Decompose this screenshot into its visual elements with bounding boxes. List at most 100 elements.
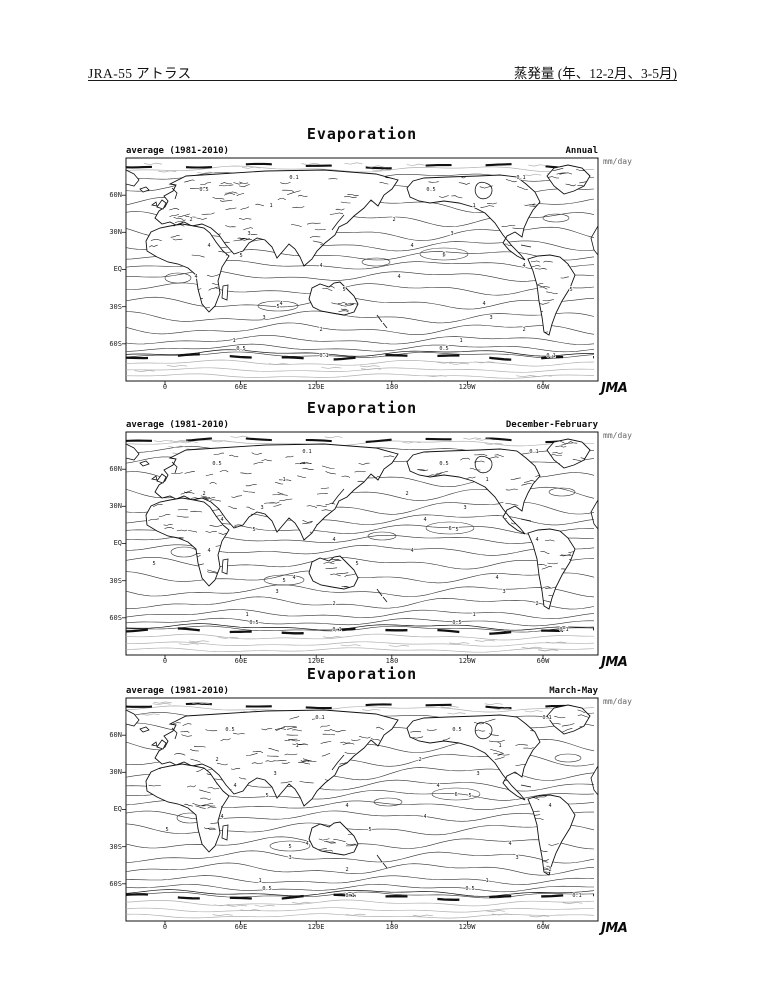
y-axis-label: 30N	[109, 228, 122, 236]
y-axis-label: 30S	[109, 303, 122, 311]
svg-text:5: 5	[282, 578, 285, 584]
units-label: mm/day	[603, 431, 632, 440]
jma-logo: JMA	[601, 921, 628, 936]
x-axis-label: 0	[162, 923, 168, 931]
svg-text:0.1: 0.1	[332, 627, 341, 633]
subtitle-average: average (1981-2010)	[126, 146, 229, 156]
svg-text:0.5: 0.5	[452, 620, 461, 626]
svg-text:0.5: 0.5	[212, 461, 221, 467]
svg-text:1: 1	[459, 338, 462, 344]
y-axis-label: EQ	[113, 539, 122, 547]
svg-text:2: 2	[332, 601, 335, 607]
svg-text:3: 3	[515, 855, 518, 861]
y-axis-label: 30N	[109, 502, 122, 510]
svg-text:4: 4	[305, 841, 308, 847]
svg-text:5: 5	[165, 827, 168, 833]
svg-text:4: 4	[410, 548, 413, 554]
units-label: mm/day	[603, 697, 632, 706]
svg-text:1: 1	[269, 203, 272, 209]
x-axis-label: 60W	[536, 657, 550, 665]
svg-text:4: 4	[397, 274, 400, 280]
panel-title: Evaporation	[306, 665, 418, 683]
svg-text:4: 4	[423, 517, 426, 523]
x-axis-label: 120W	[458, 657, 476, 665]
svg-text:4: 4	[233, 783, 236, 789]
panel-title: Evaporation	[306, 125, 418, 143]
svg-text:0.5: 0.5	[465, 886, 474, 892]
svg-text:0.1: 0.1	[529, 449, 538, 455]
y-axis-label: 60S	[109, 880, 122, 888]
svg-text:4: 4	[482, 301, 485, 307]
x-axis-label: 120E	[307, 383, 325, 391]
panel-title: Evaporation	[306, 399, 418, 417]
y-axis-label: 30N	[109, 768, 122, 776]
y-axis-label: EQ	[113, 805, 122, 813]
svg-text:1: 1	[485, 477, 488, 483]
svg-text:0.5: 0.5	[452, 727, 461, 733]
header-rule	[88, 80, 677, 81]
svg-text:2: 2	[405, 491, 408, 497]
svg-text:0.1: 0.1	[345, 893, 354, 899]
svg-text:4: 4	[207, 548, 210, 554]
svg-text:5: 5	[239, 253, 242, 259]
svg-text:1: 1	[485, 878, 488, 884]
svg-text:4: 4	[345, 803, 348, 809]
svg-text:1: 1	[472, 612, 475, 618]
svg-text:0.5: 0.5	[439, 346, 448, 352]
x-axis-label: 0	[162, 383, 168, 391]
svg-text:0.1: 0.1	[516, 175, 525, 181]
x-axis-label: 180	[385, 383, 399, 391]
svg-text:5: 5	[468, 793, 471, 799]
svg-text:2: 2	[392, 217, 395, 223]
svg-text:0.5: 0.5	[262, 886, 271, 892]
svg-text:1: 1	[498, 743, 501, 749]
svg-text:3: 3	[502, 589, 505, 595]
x-axis-label: 60E	[234, 923, 248, 931]
season-label: March-May	[549, 686, 598, 696]
svg-text:0.5: 0.5	[225, 727, 234, 733]
svg-text:0.1: 0.1	[289, 175, 298, 181]
x-axis-label: 180	[385, 657, 399, 665]
y-axis-label: 60N	[109, 191, 122, 199]
svg-text:3: 3	[275, 589, 278, 595]
x-axis-label: 60E	[234, 383, 248, 391]
svg-text:5: 5	[288, 844, 291, 850]
svg-text:5: 5	[342, 287, 345, 293]
y-axis-label: 60N	[109, 465, 122, 473]
svg-text:0.5: 0.5	[426, 187, 435, 193]
units-label: mm/day	[603, 157, 632, 166]
svg-text:5: 5	[355, 561, 358, 567]
svg-text:4: 4	[319, 263, 322, 269]
svg-text:0.5: 0.5	[236, 346, 245, 352]
svg-text:0.1: 0.1	[546, 353, 555, 359]
world-map-canvas: 0.1 0.1 0.5 0.5 1 1 2 2 3 3 4 4 5 5 4 4 4 4 5 5 4 4 3 3 2 2 1 1 0.5 0…	[121, 155, 603, 387]
svg-text:5: 5	[569, 287, 572, 293]
svg-text:0.1: 0.1	[315, 715, 324, 721]
svg-text:2: 2	[189, 217, 192, 223]
svg-text:5: 5	[276, 304, 279, 310]
svg-text:2: 2	[215, 757, 218, 763]
subtitle-average: average (1981-2010)	[126, 686, 229, 696]
svg-text:6: 6	[448, 526, 451, 532]
svg-text:4: 4	[292, 575, 295, 581]
svg-text:2: 2	[202, 491, 205, 497]
y-axis-label: EQ	[113, 265, 122, 273]
svg-text:3: 3	[273, 771, 276, 777]
svg-text:3: 3	[450, 231, 453, 237]
subtitle-average: average (1981-2010)	[126, 420, 229, 430]
svg-text:4: 4	[279, 301, 282, 307]
map-panel-december-february: Evaporation average (1981-2010) December…	[0, 398, 765, 672]
jma-logo: JMA	[601, 655, 628, 670]
map-panel-march-may: Evaporation average (1981-2010) March-Ma…	[0, 664, 765, 938]
x-axis-label: 60W	[536, 383, 550, 391]
svg-text:2: 2	[548, 867, 551, 873]
svg-text:0.1: 0.1	[559, 627, 568, 633]
svg-text:2: 2	[345, 867, 348, 873]
x-axis-label: 120W	[458, 383, 476, 391]
svg-text:1: 1	[282, 477, 285, 483]
svg-text:5: 5	[252, 527, 255, 533]
svg-text:3: 3	[288, 855, 291, 861]
svg-text:4: 4	[410, 243, 413, 249]
svg-text:0.5: 0.5	[249, 620, 258, 626]
y-axis-label: 60S	[109, 614, 122, 622]
